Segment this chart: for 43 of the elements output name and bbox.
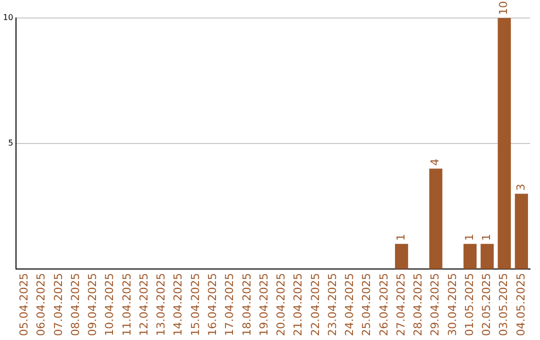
x-tick-label: 08.04.2025 [68,273,82,336]
x-tick-label: 21.04.2025 [292,273,305,336]
x-tick-label: 09.04.2025 [86,273,100,336]
data-label: 1 [394,234,408,241]
bar [429,168,442,270]
x-tick-label: 29.04.2025 [428,273,442,336]
x-tick-label: 13.04.2025 [154,273,168,336]
x-tick-label: 06.04.2025 [34,273,48,336]
bar [464,244,477,270]
bar [394,244,408,270]
x-tick-label: 24.04.2025 [343,273,356,336]
x-tick-label: 28.04.2025 [412,273,425,336]
x-tick-label: 26.04.2025 [377,273,390,336]
x-tick-label: 14.04.2025 [172,273,185,336]
x-tick-label: 25.04.2025 [360,273,374,336]
x-tick-label: 30.04.2025 [446,273,459,336]
x-tick-label: 12.04.2025 [137,273,150,336]
x-tick-label: 18.04.2025 [240,273,254,336]
x-tick-label: 22.04.2025 [308,273,322,336]
bar [514,194,528,270]
y-tick-label: 5 [8,138,14,148]
data-label: 10 [497,1,510,15]
x-tick-label: 15.04.2025 [188,273,202,336]
data-label: 1 [480,234,494,241]
x-tick-label: 27.04.2025 [394,273,408,336]
x-tick-label: 02.05.2025 [480,273,494,336]
x-tick-label: 04.05.2025 [514,273,528,336]
x-tick-label: 19.04.2025 [257,273,270,336]
x-tick-label: 01.05.2025 [462,273,476,336]
x-tick-label: 11.04.2025 [120,273,134,336]
data-label: 1 [462,234,476,241]
x-tick-label: 23.04.2025 [326,273,339,336]
x-tick-label: 03.05.2025 [497,273,510,336]
bar [498,18,511,270]
x-tick-label: 16.04.2025 [206,273,220,336]
data-label: 4 [428,158,442,166]
x-tick-label: 07.04.2025 [52,273,65,336]
x-tick-label: 10.04.2025 [103,273,116,336]
x-tick-label: 17.04.2025 [223,273,236,336]
bar [480,244,494,270]
data-label: 3 [514,184,528,191]
x-tick-label: 05.04.2025 [18,273,31,336]
x-tick-label: 20.04.2025 [274,273,288,336]
